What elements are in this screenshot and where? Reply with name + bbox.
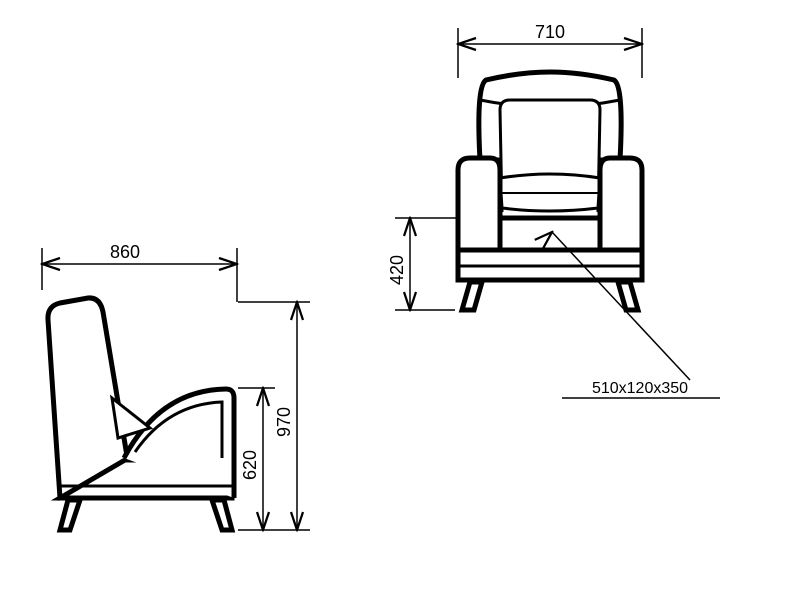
front-chair-outline xyxy=(458,72,642,310)
cushion-dims: 510x120x350 xyxy=(592,380,688,397)
armchair-dimension-drawing: 860 970 620 xyxy=(0,0,800,600)
side-view: 860 970 620 xyxy=(42,242,310,530)
front-view: 710 420 xyxy=(387,22,720,398)
dim-arm-height-value: 620 xyxy=(240,450,260,480)
dim-seat-height-value: 420 xyxy=(387,255,407,285)
side-chair-outline xyxy=(48,298,234,530)
dim-overall-height: 970 xyxy=(238,302,310,530)
dim-height-value: 970 xyxy=(274,407,294,437)
dim-arm-height: 620 xyxy=(238,388,275,530)
dim-depth: 860 xyxy=(42,242,237,302)
dim-seat-height: 420 xyxy=(387,218,460,310)
dim-width-value: 710 xyxy=(535,22,565,42)
dim-depth-value: 860 xyxy=(110,242,140,262)
